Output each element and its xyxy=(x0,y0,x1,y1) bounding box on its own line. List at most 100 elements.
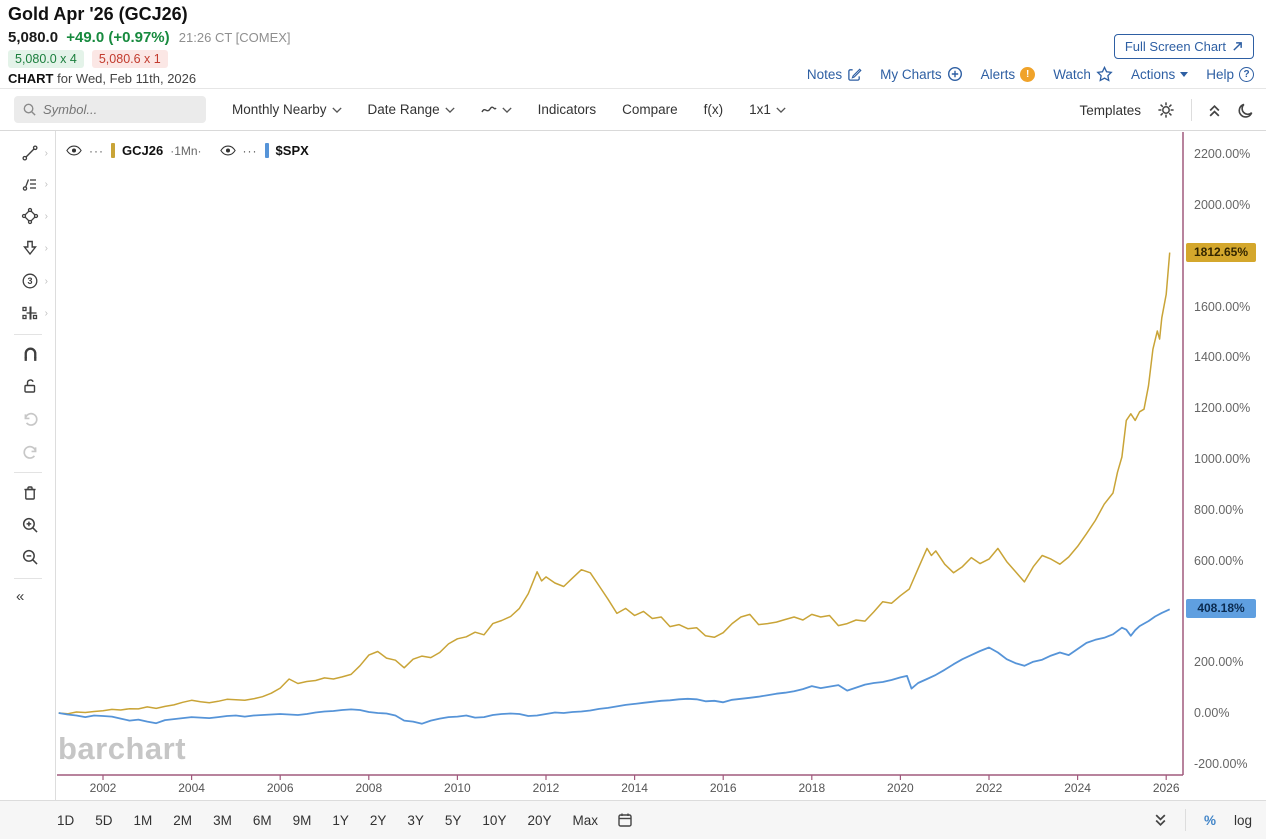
log-scale-button[interactable]: log xyxy=(1233,812,1252,828)
range-button-3y[interactable]: 3Y xyxy=(407,812,424,828)
divider xyxy=(1191,99,1192,121)
trendline-tool[interactable]: › xyxy=(10,141,50,165)
indicators-label: Indicators xyxy=(537,102,597,117)
zoom-in-icon[interactable] xyxy=(10,513,50,537)
search-icon xyxy=(23,103,36,116)
arrow-marker-tool[interactable]: › xyxy=(10,236,50,260)
notes-label: Notes xyxy=(806,66,843,82)
series-options-icon[interactable]: ··· xyxy=(242,143,258,158)
my-charts-label: My Charts xyxy=(880,66,942,82)
full-screen-chart-button[interactable]: Full Screen Chart xyxy=(1113,34,1254,59)
chevron-down-icon xyxy=(444,106,455,113)
range-button-2m[interactable]: 2M xyxy=(173,812,193,828)
settings-gear-icon[interactable] xyxy=(1157,101,1175,119)
y-axis-tick-label: 600.00% xyxy=(1194,553,1244,568)
svg-text:3: 3 xyxy=(27,276,32,286)
zoom-out-icon[interactable] xyxy=(10,545,50,569)
symbol-search-input[interactable] xyxy=(43,102,193,117)
chart-area[interactable]: ··· GCJ26 ·1Mn· ··· $SPX barchart 2200.0… xyxy=(0,131,1266,800)
templates-label: Templates xyxy=(1079,102,1141,118)
annotation-number-tool[interactable]: 3 › xyxy=(10,269,50,293)
eye-visibility-icon[interactable] xyxy=(219,145,236,156)
unlock-drawings-tool[interactable] xyxy=(10,374,50,398)
range-button-1d[interactable]: 1D xyxy=(57,812,75,828)
range-button-9m[interactable]: 9M xyxy=(292,812,312,828)
chevron-right-icon: › xyxy=(44,275,48,287)
range-button-5d[interactable]: 5D xyxy=(95,812,113,828)
y-axis-tick-label: 1200.00% xyxy=(1194,401,1251,416)
my-charts-link[interactable]: My Charts xyxy=(880,66,963,82)
last-price-badge-$SPX: 408.18% xyxy=(1186,599,1256,619)
price-plot[interactable] xyxy=(57,132,1185,794)
series-color-bar xyxy=(111,143,115,158)
eye-visibility-icon[interactable] xyxy=(66,145,82,156)
y-axis-tick-label: 0.00% xyxy=(1194,706,1230,720)
series-symbol[interactable]: GCJ26 xyxy=(122,143,164,158)
compare-button[interactable]: Compare xyxy=(622,102,678,117)
collapse-toolbar-icon[interactable] xyxy=(1208,104,1221,117)
notes-edit-icon xyxy=(848,68,862,81)
y-axis-tick-label: 200.00% xyxy=(1194,655,1244,670)
watch-link[interactable]: Watch xyxy=(1053,66,1113,82)
series-options-icon[interactable]: ··· xyxy=(89,143,104,158)
alert-badge-icon: ! xyxy=(1020,66,1036,82)
x-axis-year-label: 2022 xyxy=(975,781,1003,795)
dark-mode-moon-icon[interactable] xyxy=(1237,102,1254,119)
range-button-5y[interactable]: 5Y xyxy=(444,812,462,828)
series-color-bar xyxy=(264,143,269,158)
y-axis-tick-label: 1400.00% xyxy=(1194,350,1251,365)
symbol-search[interactable] xyxy=(14,96,206,123)
date-range-menu[interactable]: Date Range xyxy=(368,102,455,117)
actions-menu[interactable]: Actions xyxy=(1131,67,1189,82)
divider xyxy=(14,472,42,473)
alerts-link[interactable]: Alerts ! xyxy=(981,66,1036,82)
redo-icon[interactable] xyxy=(10,440,50,464)
templates-button[interactable]: Templates xyxy=(1079,103,1141,118)
x-axis-year-label: 2020 xyxy=(887,781,914,795)
divider xyxy=(1184,809,1186,831)
range-button-max[interactable]: Max xyxy=(572,812,598,828)
chart-type-menu[interactable] xyxy=(480,105,512,115)
last-price-badge-GCJ26: 1812.65% xyxy=(1186,242,1256,262)
calendar-icon[interactable] xyxy=(617,812,633,828)
chevron-right-icon: › xyxy=(44,147,48,159)
notes-link[interactable]: Notes xyxy=(807,67,862,82)
chart-label: CHART xyxy=(8,71,54,86)
undo-icon[interactable] xyxy=(10,407,50,431)
collapse-sidebar-icon[interactable]: « xyxy=(16,588,24,605)
range-button-1m[interactable]: 1M xyxy=(133,812,153,828)
x-axis-year-label: 2024 xyxy=(1064,781,1091,795)
range-button-10y[interactable]: 10Y xyxy=(482,812,507,828)
help-link[interactable]: Help ? xyxy=(1206,66,1254,82)
range-button-6m[interactable]: 6M xyxy=(252,812,272,828)
page-title: Gold Apr '26 (GCJ26) xyxy=(8,4,188,24)
fx-button[interactable]: f(x) xyxy=(704,102,724,117)
x-axis-year-label: 2002 xyxy=(89,781,117,795)
x-axis-year-label: 2014 xyxy=(621,781,648,795)
range-button-2y[interactable]: 2Y xyxy=(369,812,387,828)
help-circle-icon: ? xyxy=(1239,66,1254,82)
range-button-1y[interactable]: 1Y xyxy=(332,812,349,828)
y-axis-tick-label: 1600.00% xyxy=(1194,299,1251,314)
collapse-panel-icon[interactable] xyxy=(1154,813,1167,827)
line-style-icon xyxy=(480,105,497,112)
chevron-right-icon: › xyxy=(44,307,48,319)
frequency-menu[interactable]: Monthly Nearby xyxy=(232,102,342,117)
range-button-20y[interactable]: 20Y xyxy=(527,812,552,828)
help-label: Help xyxy=(1206,66,1234,82)
drawings-list-tool[interactable]: › xyxy=(10,172,50,196)
percent-scale-button[interactable]: % xyxy=(1203,812,1216,828)
ask-chip: 5,080.6 x 1 xyxy=(91,50,168,68)
series-symbol[interactable]: $SPX xyxy=(275,143,309,158)
header-links: Notes My Charts Alerts ! Watch Actions H… xyxy=(807,66,1254,82)
delete-drawings-icon[interactable] xyxy=(10,481,50,505)
x-axis-year-label: 2010 xyxy=(444,781,471,795)
grid-layout-menu[interactable]: 1x1 xyxy=(749,102,786,117)
indicators-button[interactable]: Indicators xyxy=(538,102,597,117)
magnet-snap-tool[interactable] xyxy=(10,342,50,366)
shapes-tool[interactable]: › xyxy=(10,204,50,228)
range-button-3m[interactable]: 3M xyxy=(213,812,232,828)
series-period: ·1Mn· xyxy=(170,143,202,158)
measure-tool[interactable]: › xyxy=(10,301,50,325)
compare-label: Compare xyxy=(622,102,678,117)
